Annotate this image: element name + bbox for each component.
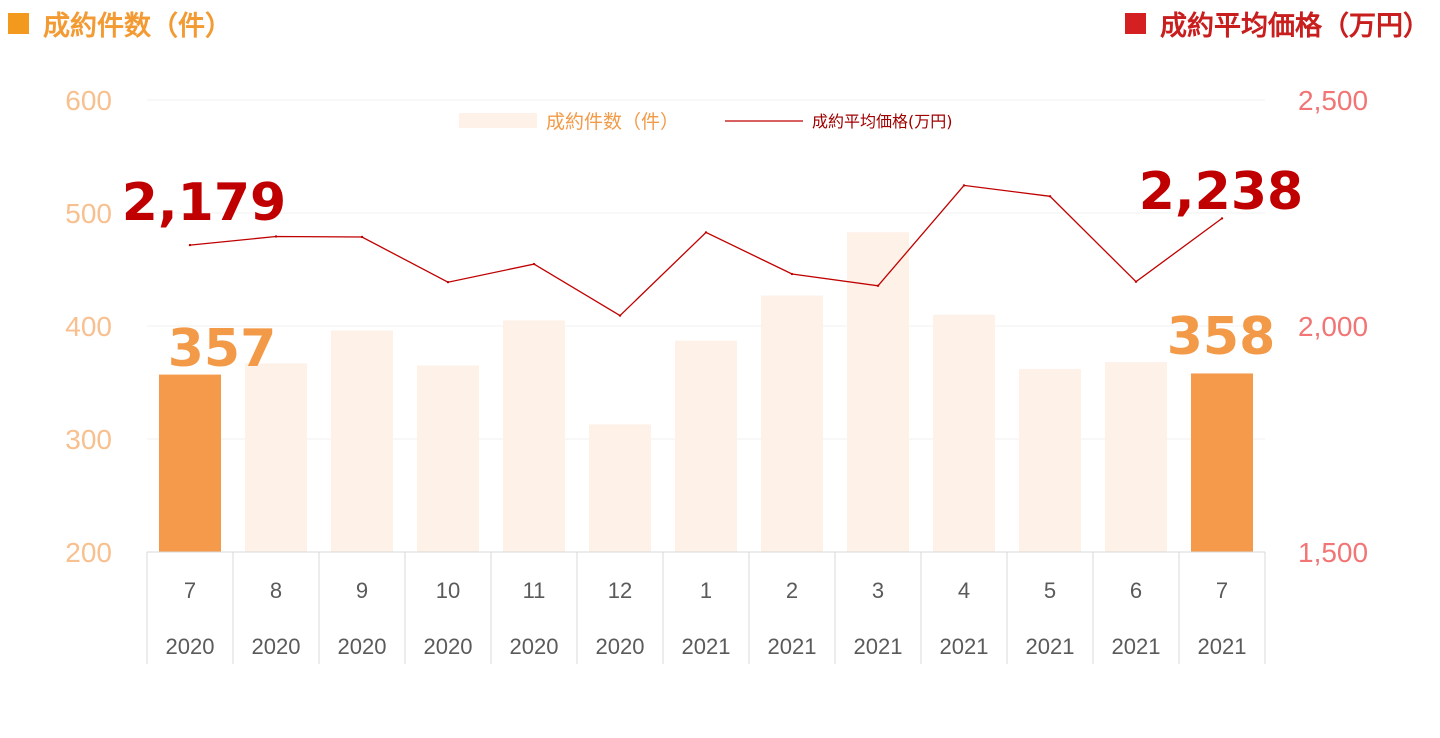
left-axis-header: 成約件数（件） [8, 4, 232, 43]
orange-square-icon [8, 13, 29, 34]
price-line-point [1220, 217, 1224, 220]
x-axis-year-label: 2020 [510, 634, 559, 659]
right-axis-tick-label: 2,000 [1298, 311, 1368, 342]
x-axis-year-label: 2021 [854, 634, 903, 659]
x-axis-year-label: 2021 [682, 634, 731, 659]
legend: 成約件数（件） 成約平均価格(万円) [459, 111, 953, 133]
price-line-point [618, 314, 622, 317]
price-line-point [1048, 195, 1052, 198]
bar-data-label-first: 357 [168, 319, 277, 379]
left-axis-tick-label: 600 [65, 85, 112, 116]
x-axis-year-label: 2020 [424, 634, 473, 659]
x-axis-month-label: 6 [1130, 578, 1142, 603]
bar [847, 232, 909, 552]
x-axis-month-label: 8 [270, 578, 282, 603]
x-axis-month-label: 7 [1216, 578, 1228, 603]
line-data-label-last: 2,238 [1139, 162, 1303, 222]
price-line-point [962, 184, 966, 187]
left-axis-tick-label: 500 [65, 198, 112, 229]
price-line-point [532, 262, 536, 266]
bar [1019, 368, 1081, 552]
right-axis-tick-label: 1,500 [1298, 537, 1368, 568]
x-axis-month-label: 10 [436, 578, 460, 603]
x-axis-year-label: 2021 [1112, 634, 1161, 659]
left-axis-tick-label: 300 [65, 424, 112, 455]
price-line-point [1134, 280, 1138, 283]
x-axis-year-label: 2021 [1198, 634, 1247, 659]
left-axis-tick-label: 200 [65, 537, 112, 568]
axes: 200 300 400 500 600 1,500 2,000 2,500 7 2020 8 2020… [65, 85, 1368, 664]
bar [245, 363, 307, 552]
bar-highlighted [1191, 373, 1253, 552]
bar [933, 314, 995, 552]
right-axis-header-text: 成約平均価格（万円） [1160, 11, 1430, 42]
bar [1105, 362, 1167, 552]
x-axis-month-label: 4 [958, 578, 970, 603]
x-axis-month-label: 1 [700, 578, 712, 603]
x-axis-month-label: 7 [184, 578, 196, 603]
x-axis-year-label: 2021 [940, 634, 989, 659]
x-axis-month-label: 12 [608, 578, 632, 603]
x-axis-year-label: 2020 [338, 634, 387, 659]
price-line-point [704, 231, 708, 234]
x-axis-month-label: 3 [872, 578, 884, 603]
left-axis-header-text: 成約件数（件） [43, 11, 232, 42]
legend-bar-swatch [459, 113, 537, 128]
x-axis-year-label: 2020 [596, 634, 645, 659]
bar [331, 330, 393, 552]
x-axis-month-label: 5 [1044, 578, 1056, 603]
bar-series [159, 232, 1253, 552]
bar [503, 320, 565, 552]
price-line [189, 184, 1223, 317]
bar [417, 365, 479, 552]
x-axis-year-label: 2021 [1026, 634, 1075, 659]
legend-bar-label: 成約件数（件） [546, 111, 679, 133]
x-axis-year-label: 2021 [768, 634, 817, 659]
right-axis-header: 成約平均価格（万円） [1125, 4, 1430, 43]
legend-line-label: 成約平均価格(万円) [812, 112, 953, 131]
line-data-label-first: 2,179 [122, 173, 286, 233]
red-square-icon [1125, 13, 1146, 34]
price-line-point [876, 284, 880, 287]
x-axis-month-label: 2 [786, 578, 798, 603]
price-line-point [188, 243, 192, 247]
line-series [188, 184, 1224, 317]
bar [761, 295, 823, 552]
x-axis-month-label: 9 [356, 578, 368, 603]
x-axis-year-label: 2020 [252, 634, 301, 659]
bar-data-label-last: 358 [1167, 307, 1276, 367]
price-line-point [446, 280, 450, 284]
x-axis-year-label: 2020 [166, 634, 215, 659]
right-axis-tick-label: 2,500 [1298, 85, 1368, 116]
bar-highlighted [159, 374, 221, 552]
bar [675, 340, 737, 552]
price-line-point [790, 272, 794, 276]
price-line-point [360, 235, 364, 239]
bar [589, 424, 651, 552]
x-axis-month-label: 11 [523, 578, 546, 603]
price-line-point [274, 235, 278, 238]
data-labels: 357 358 2,179 2,238 [122, 162, 1303, 379]
left-axis-tick-label: 400 [65, 311, 112, 342]
